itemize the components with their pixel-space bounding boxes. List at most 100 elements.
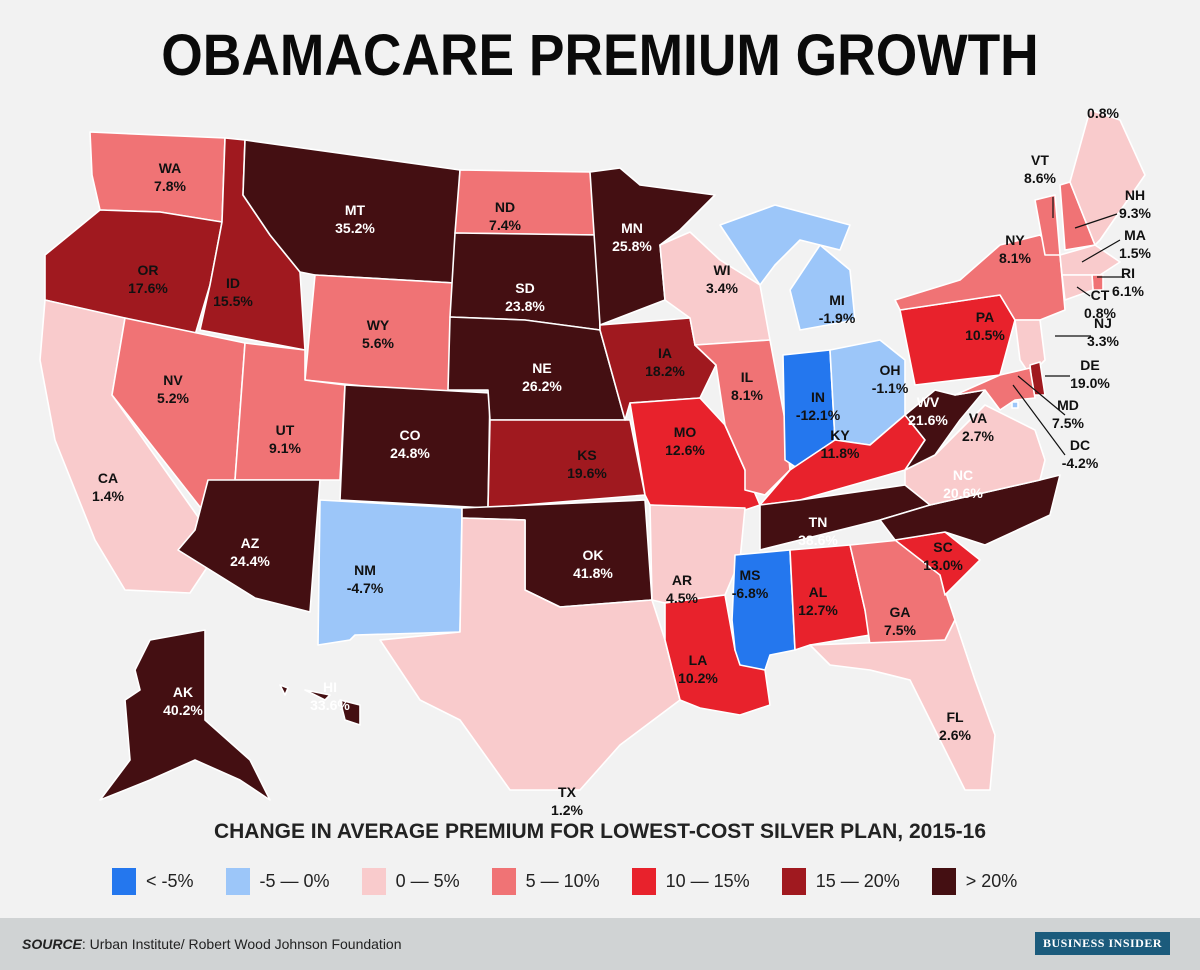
- state-abbr-label: HI: [323, 679, 337, 695]
- leader-line-dc: [1012, 384, 1066, 456]
- legend-item-0-5: 0 — 5%: [361, 868, 460, 895]
- state-value-label: 5.6%: [362, 335, 394, 351]
- state-abbr-label: WI: [713, 262, 730, 278]
- legend-title: CHANGE IN AVERAGE PREMIUM FOR LOWEST-COS…: [213, 820, 987, 843]
- state-value-label: 23.8%: [505, 298, 545, 314]
- state-abbr-label: VT: [1031, 152, 1049, 168]
- state-abbr-label: SC: [933, 539, 952, 555]
- state-abbr-label: CA: [98, 470, 118, 486]
- state-value-label: 3.4%: [706, 280, 738, 296]
- legend-item-10-15: 10 — 15%: [631, 868, 750, 895]
- state-md: [954, 367, 1036, 411]
- state-value-label: 26.2%: [522, 378, 562, 394]
- state-value-label: 13.0%: [923, 557, 963, 573]
- state-ny: [894, 234, 1066, 321]
- state-value-label: 5.2%: [157, 390, 189, 406]
- state-value-label: 0.8%: [1087, 105, 1119, 121]
- legend-label: 15 — 20%: [815, 871, 900, 891]
- state-abbr-label: GA: [890, 604, 911, 620]
- state-abbr-label: AZ: [241, 535, 260, 551]
- state-wa: [89, 131, 226, 223]
- state-az: [177, 479, 321, 613]
- state-abbr-label: OR: [138, 262, 159, 278]
- state-abbr-label: NH: [1125, 187, 1145, 203]
- leader-line-ma: [1081, 239, 1121, 263]
- state-value-label: 24.8%: [390, 445, 430, 461]
- state-va: [904, 404, 1046, 506]
- legend-item-minus5-0: -5 — 0%: [225, 868, 330, 895]
- state-nm: [317, 499, 463, 646]
- state-tx: [379, 517, 681, 791]
- state-abbr-label: AL: [809, 584, 828, 600]
- state-abbr-label: MA: [1124, 227, 1146, 243]
- legend-item-gt-20: > 20%: [931, 868, 1018, 895]
- state-abbr-label: SD: [515, 280, 534, 296]
- legend-swatch: [781, 868, 806, 895]
- state-value-label: -4.2%: [1062, 455, 1099, 471]
- state-value-label: 1.4%: [92, 488, 124, 504]
- state-abbr-label: NJ: [1094, 315, 1112, 331]
- source-text: : Urban Institute/ Robert Wood Johnson F…: [81, 936, 402, 952]
- state-value-label: 35.2%: [335, 220, 375, 236]
- state-abbr-label: CO: [400, 427, 421, 443]
- state-value-label: 9.1%: [269, 440, 301, 456]
- state-value-label: 1.2%: [551, 802, 583, 818]
- state-labels: WA 7.8% OR 17.6% CA 1.4% ID 15.5% NV 5.2% MT 35.2% W…: [92, 100, 1151, 818]
- state-ak: [99, 629, 271, 801]
- state-value-label: 8.1%: [999, 250, 1031, 266]
- legend-swatch: [225, 868, 250, 895]
- state-value-label: 9.3%: [1119, 205, 1151, 221]
- state-value-label: 2.6%: [939, 727, 971, 743]
- state-nd: [454, 169, 599, 236]
- state-value-label: 7.8%: [154, 178, 186, 194]
- state-value-label: 38.6%: [798, 532, 838, 548]
- state-abbr-label: LA: [689, 652, 708, 668]
- state-value-label: 40.2%: [163, 702, 203, 718]
- state-value-label: 11.8%: [821, 445, 860, 461]
- state-value-label: -4.7%: [347, 580, 384, 596]
- state-abbr-label: TX: [558, 784, 577, 800]
- legend-swatch: [361, 868, 386, 895]
- state-abbr-label: WA: [159, 160, 182, 176]
- state-value-label: 19.0%: [1070, 375, 1110, 391]
- legend-label: > 20%: [965, 871, 1018, 891]
- state-value-label: 18.2%: [645, 363, 685, 379]
- state-value-label: 10.2%: [678, 670, 718, 686]
- state-abbr-label: ID: [226, 275, 240, 291]
- state-abbr-label: WV: [917, 394, 940, 410]
- state-abbr-label: NE: [532, 360, 551, 376]
- state-abbr-label: TN: [809, 514, 828, 530]
- state-ks: [487, 419, 646, 509]
- source-label: SOURCE: [22, 936, 82, 952]
- state-value-label: 17.6%: [128, 280, 168, 296]
- state-abbr-label: IN: [811, 389, 825, 405]
- legend-item-lt-minus5: < -5%: [112, 868, 194, 895]
- legend-item-15-20: 15 — 20%: [781, 868, 900, 895]
- state-fl: [809, 619, 996, 791]
- state-value-label: 12.7%: [798, 602, 838, 618]
- state-value-label: 33.6%: [310, 697, 350, 713]
- state-value-label: -1.1%: [872, 380, 909, 396]
- state-value-label: 19.6%: [567, 465, 607, 481]
- states-layer: [39, 109, 1146, 801]
- state-abbr-label: NC: [953, 467, 973, 483]
- state-abbr-label: MT: [345, 202, 366, 218]
- state-abbr-label: MI: [829, 292, 845, 308]
- state-ma: [1059, 244, 1121, 276]
- state-abbr-label: KY: [830, 427, 850, 443]
- legend-swatch: [491, 868, 516, 895]
- legend-swatch: [931, 868, 956, 895]
- state-abbr-label: UT: [276, 422, 295, 438]
- state-abbr-label: DE: [1080, 357, 1099, 373]
- state-abbr-label: CT: [1091, 287, 1110, 303]
- state-dc: [1011, 401, 1019, 409]
- state-value-label: -12.1%: [796, 407, 841, 423]
- state-value-label: 2.7%: [962, 428, 994, 444]
- legend-label: < -5%: [146, 871, 194, 891]
- state-value-label: 8.6%: [1024, 170, 1056, 186]
- state-abbr-label: NV: [163, 372, 183, 388]
- legend: < -5% -5 — 0% 0 — 5% 5 — 10% 10 — 15% 15…: [112, 868, 1049, 895]
- state-abbr-label: PA: [976, 309, 994, 325]
- state-wv: [904, 389, 986, 471]
- legend-swatch: [631, 868, 656, 895]
